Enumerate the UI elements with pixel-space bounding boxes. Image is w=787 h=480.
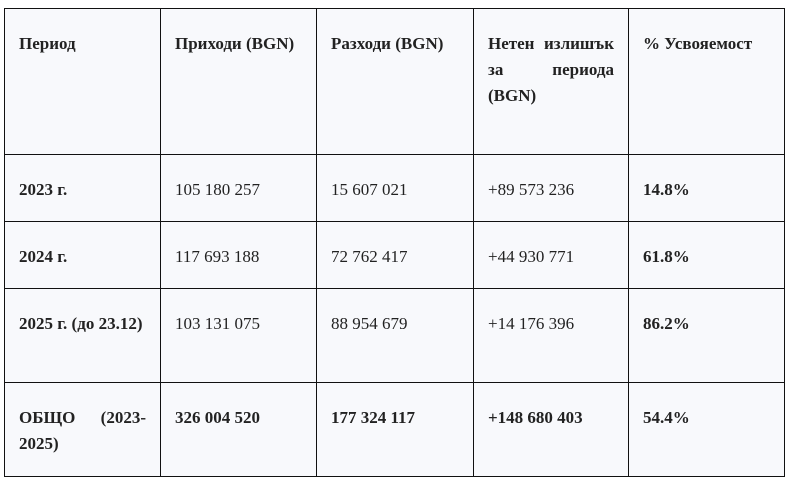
header-income: Приходи (BGN) [160, 8, 317, 155]
table-total-row: ОБЩО (2023-2025) 326 004 520 177 324 117… [4, 382, 785, 477]
cell-period: 2023 г. [4, 154, 161, 222]
cell-absorption: 54.4% [628, 382, 785, 477]
header-absorption: % Усвояемост [628, 8, 785, 155]
cell-expenses: 15 607 021 [316, 154, 474, 222]
cell-expenses: 88 954 679 [316, 288, 474, 383]
cell-net: +148 680 403 [473, 382, 629, 477]
cell-absorption: 14.8% [628, 154, 785, 222]
header-net-surplus: Нетен излишък за периода (BGN) [473, 8, 629, 155]
cell-income: 103 131 075 [160, 288, 317, 383]
cell-absorption: 86.2% [628, 288, 785, 383]
header-period: Период [4, 8, 161, 155]
cell-net: +89 573 236 [473, 154, 629, 222]
cell-expenses: 72 762 417 [316, 221, 474, 289]
table-row: 2023 г. 105 180 257 15 607 021 +89 573 2… [4, 154, 785, 222]
cell-net: +14 176 396 [473, 288, 629, 383]
cell-period: 2024 г. [4, 221, 161, 289]
cell-net: +44 930 771 [473, 221, 629, 289]
cell-period: ОБЩО (2023-2025) [4, 382, 161, 477]
cell-income: 105 180 257 [160, 154, 317, 222]
table-row: 2025 г. (до 23.12) 103 131 075 88 954 67… [4, 288, 785, 383]
cell-period: 2025 г. (до 23.12) [4, 288, 161, 383]
cell-income: 117 693 188 [160, 221, 317, 289]
cell-income: 326 004 520 [160, 382, 317, 477]
budget-table: Период Приходи (BGN) Разходи (BGN) Нетен… [4, 8, 785, 477]
table-header-row: Период Приходи (BGN) Разходи (BGN) Нетен… [4, 8, 785, 155]
table-row: 2024 г. 117 693 188 72 762 417 +44 930 7… [4, 221, 785, 289]
cell-expenses: 177 324 117 [316, 382, 474, 477]
header-expenses: Разходи (BGN) [316, 8, 474, 155]
cell-absorption: 61.8% [628, 221, 785, 289]
